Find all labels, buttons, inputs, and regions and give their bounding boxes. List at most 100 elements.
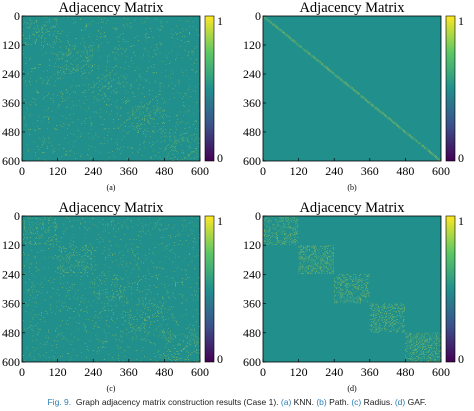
heatmap-cell: [120, 295, 122, 297]
heatmap-cell: [365, 98, 366, 99]
heatmap-cell: [121, 352, 123, 353]
heatmap-cell: [120, 34, 122, 35]
heatmap-cell: [107, 296, 109, 298]
x-tick-label: 240: [84, 164, 102, 178]
heatmap-cell: [49, 59, 50, 61]
heatmap-cell: [61, 96, 62, 97]
heatmap-cell: [280, 218, 282, 220]
heatmap-cell: [45, 16, 47, 18]
heatmap-cell: [68, 97, 69, 98]
heatmap-cell: [191, 334, 193, 336]
heatmap-cell: [196, 150, 198, 151]
heatmap-cell: [346, 289, 347, 290]
heatmap-cell: [56, 344, 58, 346]
heatmap-cell: [169, 136, 170, 138]
heatmap-cell: [270, 21, 271, 23]
heatmap-cell: [150, 118, 151, 119]
heatmap-cell: [296, 43, 297, 44]
heatmap-cell: [182, 121, 183, 122]
heatmap-cell: [57, 54, 59, 56]
heatmap-cell: [435, 333, 436, 335]
heatmap-cell: [76, 58, 78, 60]
heatmap-cell: [146, 108, 148, 110]
heatmap-cell: [144, 308, 145, 310]
heatmap-cell: [84, 118, 86, 119]
heatmap-cell: [68, 69, 69, 70]
heatmap-cell: [122, 267, 124, 269]
heatmap-cell: [403, 307, 404, 309]
heatmap-cell: [132, 330, 134, 332]
heatmap-cell: [54, 74, 55, 75]
heatmap-cell: [171, 361, 173, 362]
heatmap-cell: [114, 334, 116, 336]
heatmap-cell: [99, 275, 100, 276]
heatmap-cell: [70, 226, 72, 228]
heatmap-cell: [99, 152, 100, 153]
heatmap-cell: [340, 280, 341, 281]
heatmap-cell: [50, 309, 52, 310]
heatmap-cell: [316, 246, 318, 247]
heatmap-cell: [410, 352, 411, 353]
heatmap-cell: [103, 143, 105, 145]
heatmap-cell: [422, 145, 423, 147]
heatmap-cell: [54, 358, 55, 359]
heatmap-cell: [303, 266, 304, 268]
heatmap-cell: [284, 233, 286, 235]
heatmap-cell: [172, 38, 174, 39]
heatmap-cell: [410, 340, 411, 342]
heatmap-cell: [105, 85, 106, 87]
heatmap-cell: [48, 230, 49, 232]
heatmap-cell: [96, 361, 98, 362]
heatmap-cell: [319, 263, 321, 265]
heatmap-cell: [395, 322, 397, 323]
heatmap-cell: [100, 108, 101, 110]
heatmap-cell: [36, 237, 37, 238]
heatmap-cell: [340, 283, 341, 284]
heatmap-cell: [395, 123, 397, 124]
heatmap-cell: [86, 23, 87, 25]
heatmap-cell: [33, 68, 35, 69]
heatmap-cell: [172, 73, 174, 74]
heatmap-cell: [113, 155, 115, 156]
heatmap-cell: [163, 353, 164, 354]
heatmap-cell: [36, 271, 37, 273]
heatmap-cell: [116, 294, 118, 296]
heatmap-cell: [106, 104, 107, 106]
heatmap-cell: [407, 348, 409, 349]
heatmap-cell: [57, 267, 59, 269]
heatmap-cell: [276, 26, 277, 28]
heatmap-cell: [385, 322, 386, 323]
heatmap-cell: [162, 306, 163, 308]
heatmap-cell: [334, 284, 335, 285]
heatmap-cell: [175, 283, 176, 284]
heatmap-cell: [135, 335, 137, 337]
heatmap-cell: [167, 358, 169, 359]
heatmap-cell: [43, 24, 45, 26]
heatmap-cell: [56, 301, 58, 303]
heatmap-cell: [24, 116, 26, 118]
heatmap-cell: [100, 37, 101, 38]
heatmap-cell: [45, 160, 47, 161]
heatmap-cell: [63, 231, 65, 233]
heatmap-cell: [35, 42, 36, 43]
heatmap-cell: [32, 325, 34, 327]
heatmap-cell: [73, 296, 74, 298]
heatmap-cell: [62, 256, 63, 258]
heatmap-cell: [366, 285, 367, 286]
heatmap-cell: [196, 349, 198, 350]
heatmap-cell: [138, 106, 139, 108]
heatmap-cell: [94, 64, 96, 65]
heatmap-cell: [350, 279, 352, 280]
heatmap-cell: [399, 128, 401, 129]
heatmap-cell: [164, 331, 166, 333]
heatmap-cell: [65, 288, 67, 289]
heatmap-cell: [57, 289, 59, 290]
heatmap-cell: [314, 271, 315, 273]
heatmap-cell: [29, 279, 30, 280]
heatmap-cell: [387, 311, 389, 312]
heatmap-cell: [344, 284, 346, 285]
heatmap-cell: [266, 19, 268, 21]
heatmap-cell: [49, 34, 50, 35]
heatmap-cell: [101, 88, 103, 90]
heatmap-cell: [439, 159, 441, 160]
